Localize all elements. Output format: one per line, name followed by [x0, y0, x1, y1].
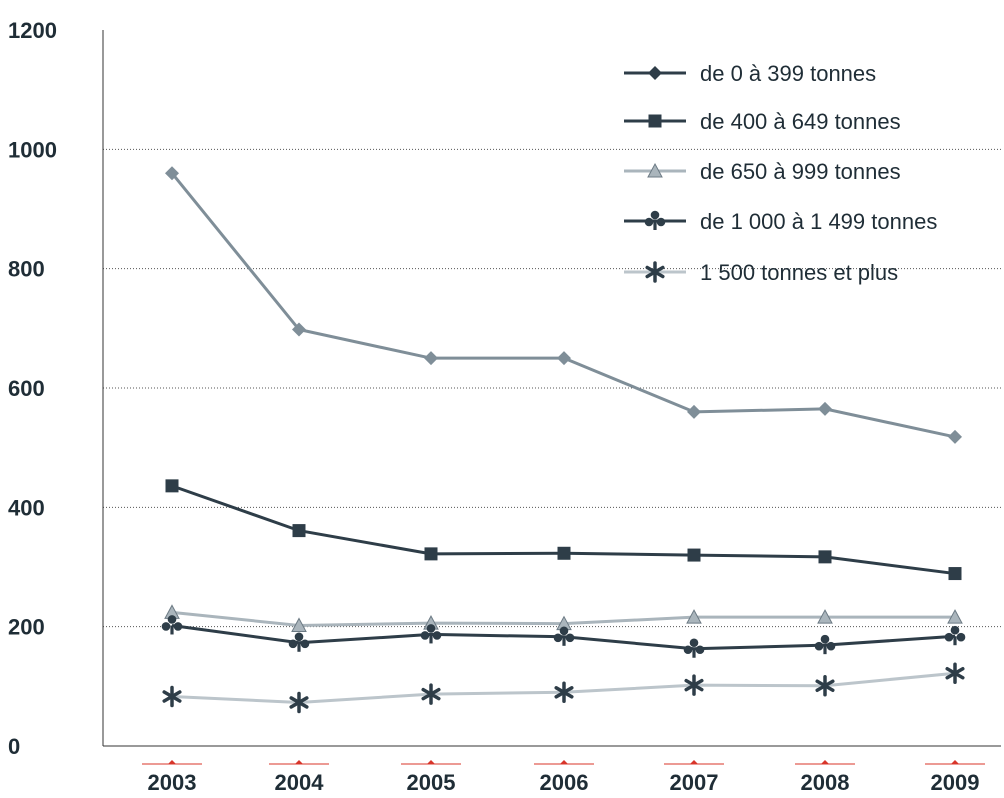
x-tick-label: 2009	[931, 770, 980, 795]
data-point	[161, 615, 183, 635]
legend-label: de 1 000 à 1 499 tonnes	[700, 209, 937, 234]
data-point	[815, 674, 835, 697]
legend-marker	[644, 210, 666, 230]
legend-item: 1 500 tonnes et plus	[624, 260, 898, 285]
data-point	[687, 404, 701, 419]
x-tick-accent-mark	[295, 760, 303, 764]
series-4	[162, 662, 965, 714]
data-point	[557, 546, 571, 560]
data-point	[944, 625, 966, 646]
legend-label: de 0 à 399 tonnes	[700, 61, 876, 86]
x-tick-accent-mark	[168, 760, 176, 764]
data-point	[557, 351, 571, 366]
data-point	[948, 429, 962, 444]
x-tick-accent-mark	[560, 760, 568, 764]
x-tick-label: 2005	[407, 770, 456, 795]
data-point	[683, 638, 705, 658]
legend-item: de 0 à 399 tonnes	[624, 61, 876, 86]
data-point	[818, 550, 832, 564]
legend-marker	[648, 66, 662, 80]
x-tick-accent-mark	[427, 760, 435, 764]
legend-label: de 400 à 649 tonnes	[700, 109, 901, 134]
y-tick-label: 1200	[8, 18, 57, 43]
data-point	[817, 609, 833, 624]
data-point	[554, 681, 574, 704]
x-tick-label: 2006	[540, 770, 589, 795]
data-point	[420, 624, 442, 644]
series-3	[161, 615, 966, 658]
y-tick-label: 200	[8, 615, 45, 640]
x-tick-label: 2004	[275, 770, 325, 795]
series-line	[171, 484, 956, 576]
y-tick-label: 1000	[8, 137, 57, 162]
data-point	[291, 617, 307, 632]
y-tick-label: 400	[8, 495, 45, 520]
data-point	[945, 662, 965, 684]
legend-item: de 1 000 à 1 499 tonnes	[624, 209, 937, 234]
x-tick-label: 2003	[148, 770, 197, 795]
data-point	[165, 166, 179, 181]
data-point	[686, 609, 702, 624]
data-point	[292, 322, 306, 337]
y-tick-label: 800	[8, 257, 45, 282]
x-tick-label: 2008	[801, 770, 850, 795]
data-point	[947, 609, 963, 624]
data-point	[421, 683, 441, 705]
data-point	[289, 691, 309, 714]
x-tick-label: 2007	[670, 770, 719, 795]
legend-marker	[647, 162, 663, 178]
x-tick-accent-mark	[690, 760, 698, 764]
legend-label: 1 500 tonnes et plus	[700, 260, 898, 285]
data-point	[553, 626, 575, 646]
data-point	[162, 685, 182, 708]
data-point	[292, 524, 306, 538]
data-point	[288, 632, 310, 652]
data-point	[948, 567, 962, 581]
data-point	[818, 401, 832, 416]
data-point	[165, 479, 179, 493]
series-0	[165, 166, 962, 444]
data-point	[814, 634, 836, 655]
legend-marker	[645, 261, 665, 283]
x-tick-accent-mark	[821, 760, 829, 764]
data-point	[424, 547, 438, 561]
data-point	[684, 674, 704, 696]
data-point	[687, 548, 701, 562]
legend-label: de 650 à 999 tonnes	[700, 159, 901, 184]
legend-item: de 400 à 649 tonnes	[624, 109, 901, 134]
legend-item: de 650 à 999 tonnes	[624, 159, 901, 184]
x-tick-accent-mark	[951, 760, 959, 764]
data-point	[424, 351, 438, 366]
series-1	[165, 479, 962, 581]
y-tick-label: 0	[8, 734, 20, 759]
legend-marker	[648, 114, 662, 128]
legend: de 0 à 399 tonnes de 400 à 649 tonnes de 6…	[624, 61, 937, 285]
y-tick-label: 600	[8, 376, 45, 401]
